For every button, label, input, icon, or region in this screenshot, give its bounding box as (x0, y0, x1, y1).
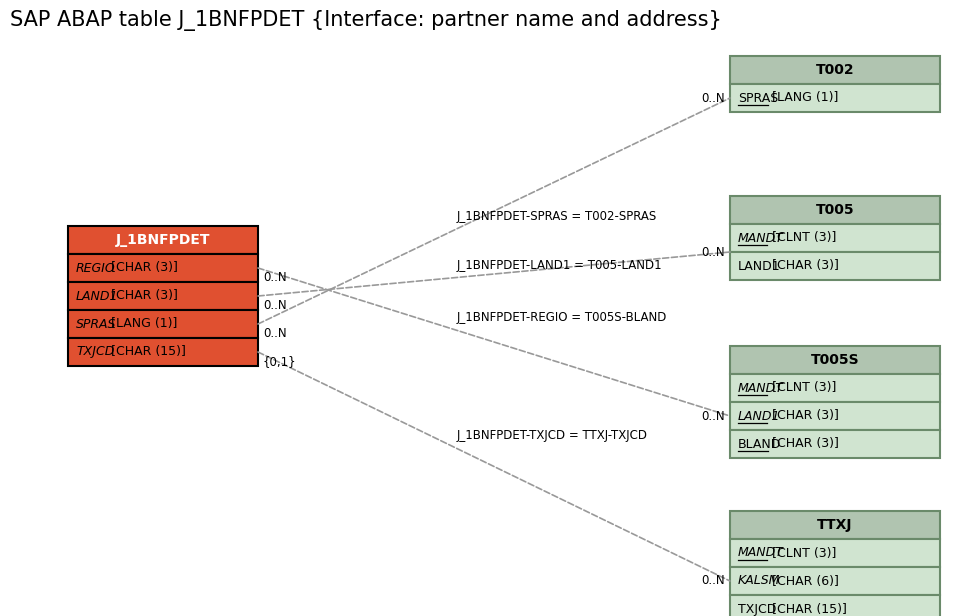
FancyBboxPatch shape (68, 338, 258, 366)
FancyBboxPatch shape (68, 226, 258, 254)
Text: BLAND: BLAND (738, 437, 782, 450)
Text: J_1BNFPDET-REGIO = T005S-BLAND: J_1BNFPDET-REGIO = T005S-BLAND (456, 311, 666, 324)
Text: [CHAR (3)]: [CHAR (3)] (107, 262, 178, 275)
Text: [CHAR (3)]: [CHAR (3)] (768, 437, 839, 450)
Text: 0..N: 0..N (263, 327, 286, 340)
Text: LAND1: LAND1 (738, 410, 781, 423)
Text: 0..N: 0..N (263, 299, 286, 312)
FancyBboxPatch shape (730, 402, 940, 430)
FancyBboxPatch shape (68, 254, 258, 282)
Text: SPRAS: SPRAS (76, 317, 116, 331)
Text: T005: T005 (816, 203, 854, 217)
Text: T002: T002 (816, 63, 854, 77)
Text: SAP ABAP table J_1BNFPDET {Interface: partner name and address}: SAP ABAP table J_1BNFPDET {Interface: pa… (10, 10, 722, 31)
Text: [LANG (1)]: [LANG (1)] (107, 317, 178, 331)
Text: TTXJ: TTXJ (817, 518, 853, 532)
Text: J_1BNFPDET-TXJCD = TTXJ-TXJCD: J_1BNFPDET-TXJCD = TTXJ-TXJCD (456, 429, 647, 442)
Text: [CLNT (3)]: [CLNT (3)] (768, 381, 836, 394)
Text: [CHAR (15)]: [CHAR (15)] (768, 602, 847, 615)
Text: 0..N: 0..N (701, 410, 725, 423)
Text: [CLNT (3)]: [CLNT (3)] (768, 546, 836, 559)
Text: [LANG (1)]: [LANG (1)] (768, 92, 838, 105)
Text: MANDT: MANDT (738, 381, 784, 394)
Text: [CHAR (3)]: [CHAR (3)] (107, 290, 178, 302)
Text: J_1BNFPDET-SPRAS = T002-SPRAS: J_1BNFPDET-SPRAS = T002-SPRAS (456, 210, 657, 223)
Text: LAND1: LAND1 (738, 259, 781, 272)
Text: TXJCD: TXJCD (738, 602, 777, 615)
Text: 0..N: 0..N (701, 246, 725, 259)
Text: [CHAR (15)]: [CHAR (15)] (107, 346, 186, 359)
FancyBboxPatch shape (730, 511, 940, 539)
Text: KALSM: KALSM (738, 575, 781, 588)
FancyBboxPatch shape (730, 567, 940, 595)
FancyBboxPatch shape (730, 374, 940, 402)
FancyBboxPatch shape (730, 430, 940, 458)
FancyBboxPatch shape (68, 310, 258, 338)
FancyBboxPatch shape (68, 282, 258, 310)
Text: [CHAR (3)]: [CHAR (3)] (768, 410, 839, 423)
FancyBboxPatch shape (730, 84, 940, 112)
Text: J_1BNFPDET-LAND1 = T005-LAND1: J_1BNFPDET-LAND1 = T005-LAND1 (456, 259, 661, 272)
FancyBboxPatch shape (730, 539, 940, 567)
Text: 0..N: 0..N (701, 575, 725, 588)
FancyBboxPatch shape (730, 346, 940, 374)
Text: LAND1: LAND1 (76, 290, 118, 302)
FancyBboxPatch shape (730, 595, 940, 616)
Text: J_1BNFPDET: J_1BNFPDET (115, 233, 210, 247)
FancyBboxPatch shape (730, 252, 940, 280)
Text: [CHAR (6)]: [CHAR (6)] (768, 575, 839, 588)
Text: [CHAR (3)]: [CHAR (3)] (768, 259, 839, 272)
Text: [CLNT (3)]: [CLNT (3)] (768, 232, 836, 245)
Text: TXJCD: TXJCD (76, 346, 114, 359)
Text: SPRAS: SPRAS (738, 92, 779, 105)
Text: {0,1}: {0,1} (263, 355, 297, 368)
FancyBboxPatch shape (730, 224, 940, 252)
FancyBboxPatch shape (730, 56, 940, 84)
Text: 0..N: 0..N (701, 92, 725, 105)
FancyBboxPatch shape (730, 196, 940, 224)
Text: MANDT: MANDT (738, 232, 784, 245)
Text: 0..N: 0..N (263, 271, 286, 284)
Text: T005S: T005S (811, 353, 860, 367)
Text: MANDT: MANDT (738, 546, 784, 559)
Text: REGIO: REGIO (76, 262, 115, 275)
